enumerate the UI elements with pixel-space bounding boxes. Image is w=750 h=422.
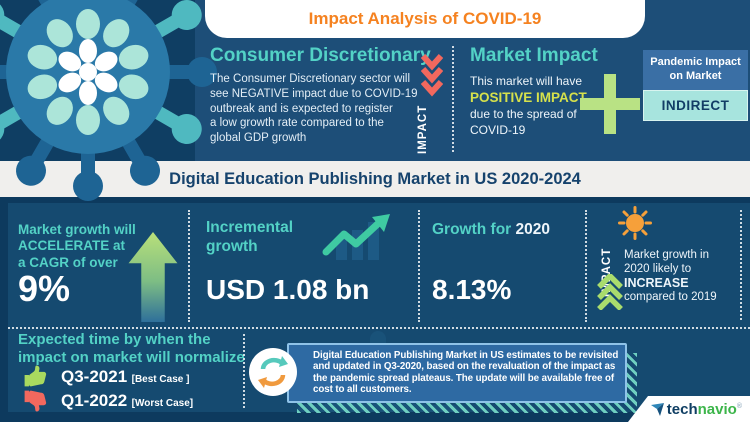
cagr-value: 9% [18, 268, 71, 309]
virus-sun-icon [618, 206, 652, 240]
market-impact-highlight: POSITIVE IMPACT [470, 90, 587, 105]
page-title: Impact Analysis of COVID-19 [308, 9, 542, 28]
thumbs-down-icon [24, 390, 47, 412]
refresh-icon [258, 356, 288, 388]
incremental-growth-label: Incremental growth [206, 219, 294, 255]
logo-part-navio: navio [697, 400, 737, 418]
title-banner: Impact Analysis of COVID-19 [205, 0, 645, 38]
outlook-text-after: compared to 2019 [624, 291, 717, 303]
growth-2020-value: 8.13% [432, 274, 512, 305]
market-title-band: Digital Education Publishing Market in U… [0, 161, 750, 197]
stats-divider-3 [585, 210, 587, 322]
bottom-row-divider [8, 327, 750, 329]
up-arrow-icon [128, 232, 178, 322]
sector-impact-label: IMPACT [417, 104, 429, 154]
stats-divider-2 [418, 210, 420, 322]
growth-2020-year: 2020 [515, 221, 551, 238]
cagr-label: Market growth will ACCELERATE at a CAGR … [18, 222, 136, 270]
market-impact-line2: due to the spread of [470, 107, 577, 121]
note-box: Digital Education Publishing Market in U… [287, 343, 627, 403]
logo-registered-mark: ® [736, 402, 742, 410]
thumbs-up-icon [24, 365, 47, 387]
sector-description: The Consumer Discretionary sector will s… [210, 73, 418, 145]
pandemic-impact-label-box: Pandemic Impact on Market [643, 50, 748, 90]
bottom-section-divider [243, 334, 245, 408]
stats-divider-1 [188, 210, 190, 322]
growth-2020-label: Growth for [432, 221, 512, 238]
top-section-divider [452, 46, 454, 152]
best-case-tag: [Best Case ] [131, 373, 190, 385]
worst-case-tag: [Worst Case] [131, 397, 194, 409]
outlook-text-before: Market growth in 2020 likely to [624, 249, 710, 275]
market-impact-line3: COVID-19 [470, 123, 526, 137]
logo-band: technavio® [628, 396, 750, 422]
market-impact-line1: This market will have [470, 74, 583, 88]
market-impact-heading: Market Impact [470, 45, 598, 66]
normalize-heading: Expected time by when the impact on mark… [18, 331, 245, 366]
best-case-value: Q3-2021 [61, 366, 128, 386]
chevrons-up-icon [597, 274, 623, 310]
refresh-badge [249, 348, 297, 396]
trend-up-chart-icon [322, 214, 390, 260]
stats-divider-right [740, 210, 742, 320]
virus-illustration-icon [0, 0, 217, 201]
market-title: Digital Education Publishing Market in U… [169, 170, 581, 188]
worst-case-value: Q1-2022 [61, 390, 128, 410]
technavio-arrow-icon [650, 402, 664, 416]
chevrons-down-icon [421, 53, 443, 97]
note-text: Digital Education Publishing Market in U… [313, 350, 619, 395]
outlook-highlight: INCREASE [624, 276, 689, 290]
technavio-logo-text: technavio® [667, 401, 742, 418]
logo-part-tech: tech [666, 400, 698, 418]
best-case-row: Q3-2021 [Best Case ] [22, 364, 189, 389]
incremental-growth-value: USD 1.08 bn [206, 274, 370, 305]
worst-case-row: Q1-2022 [Worst Case] [22, 388, 193, 413]
pandemic-impact-value-box: INDIRECT [643, 90, 748, 121]
plus-icon [580, 74, 640, 134]
sector-heading: Consumer Discretionary [210, 45, 431, 66]
